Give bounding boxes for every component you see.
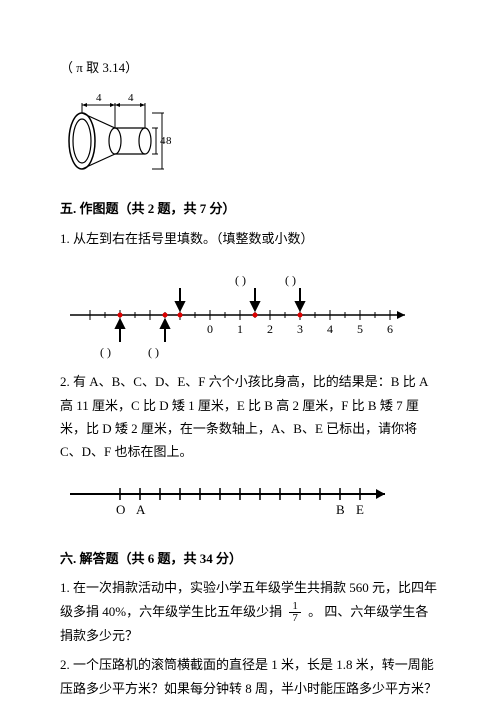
label-B: B	[336, 502, 345, 517]
blank-bottom-right: ( )	[148, 345, 159, 359]
dim-side-large: 8	[166, 135, 172, 147]
label-O: O	[116, 502, 125, 517]
label-A: A	[136, 502, 146, 517]
abe-numberline-figure: O A B E	[60, 474, 440, 529]
pi-note: （ π 取 3.14）	[60, 56, 440, 79]
fraction-1-7: 1 7	[289, 601, 301, 624]
svg-text:6: 6	[387, 322, 393, 336]
section-6-q1: 1. 在一次捐款活动中，实验小学五年级学生共捐款 560 元，比四年级多捐 40…	[60, 576, 440, 647]
svg-text:0: 0	[207, 322, 213, 336]
svg-text:5: 5	[357, 322, 363, 336]
section-5-q2: 2. 有 A、B、C、D、E、F 六个小孩比身高，比的结果是：B 比 A 高 1…	[60, 370, 440, 464]
section-5-q1: 1. 从左到右在括号里填数。（填整数或小数）	[60, 227, 440, 250]
blank-top-left: ( )	[235, 273, 246, 287]
cylinder-figure: 4 4 4 8	[60, 89, 440, 179]
svg-text:4: 4	[327, 322, 333, 336]
dim-top-right: 4	[128, 92, 134, 104]
section-5-title: 五. 作图题（共 2 题，共 7 分）	[60, 197, 440, 220]
label-E: E	[356, 502, 364, 517]
numberline-figure: 0 1 2 3 4 5 6 ( ) ( ) ( ) ( )	[60, 260, 440, 360]
svg-text:1: 1	[237, 322, 243, 336]
section-6-title: 六. 解答题（共 6 题，共 34 分）	[60, 547, 440, 570]
svg-text:2: 2	[267, 322, 273, 336]
dim-top-left: 4	[96, 92, 102, 104]
section-6-q2: 2. 一个压路机的滚筒横截面的直径是 1 米，长是 1.8 米，转一周能压路多少…	[60, 653, 440, 700]
blank-bottom-left: ( )	[100, 345, 111, 359]
blank-top-right: ( )	[285, 273, 296, 287]
svg-text:3: 3	[297, 322, 303, 336]
